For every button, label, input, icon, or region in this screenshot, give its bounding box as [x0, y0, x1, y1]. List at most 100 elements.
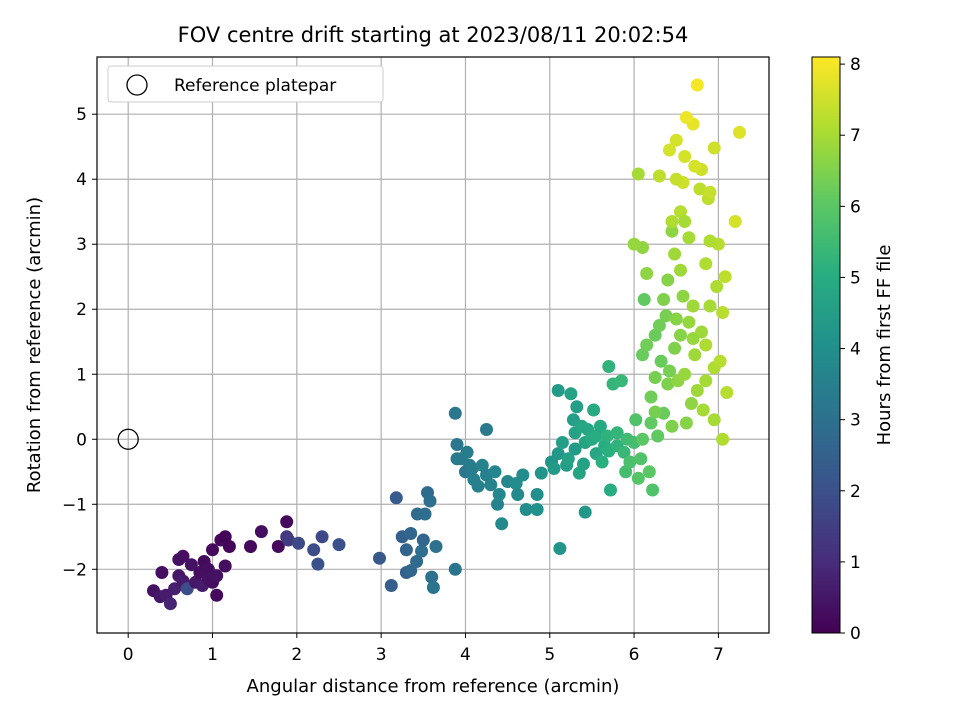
x-tick-label: 0: [123, 645, 134, 665]
data-point: [707, 413, 721, 427]
data-point: [551, 384, 565, 397]
data-point: [690, 78, 704, 92]
colorbar: 0 1 2 3 4 5 6 7 8 Hours from first FF file: [811, 55, 895, 644]
data-point: [648, 371, 662, 384]
data-point: [587, 403, 601, 417]
y-tick-label: 3: [76, 235, 87, 255]
data-point: [668, 247, 682, 261]
data-point: [555, 436, 569, 449]
data-point: [519, 503, 533, 516]
y-tick-label: 5: [76, 105, 87, 125]
data-point: [551, 447, 565, 461]
colorbar-frame: [811, 56, 841, 634]
data-point: [495, 517, 509, 531]
legend-label-reference: Reference platepar: [174, 76, 336, 96]
data-point: [693, 182, 707, 196]
data-point: [448, 406, 462, 420]
data-point: [530, 503, 544, 516]
data-point: [733, 125, 746, 139]
axis-ticks: 0 1 2 3 4 5 6 7 −2 −1 0 1 2 3 4 5: [62, 105, 724, 665]
data-point: [657, 293, 671, 306]
colorbar-tick-label: 4: [850, 340, 861, 360]
y-tick-label: 0: [76, 430, 87, 450]
data-point: [718, 270, 732, 284]
x-tick-label: 2: [291, 645, 302, 665]
data-point: [465, 462, 479, 475]
data-point: [218, 559, 232, 573]
y-tick-label: 1: [76, 365, 87, 385]
data-point: [530, 488, 544, 501]
data-point: [713, 354, 727, 368]
data-point: [244, 540, 257, 553]
data-point: [682, 315, 696, 329]
data-point: [448, 562, 462, 576]
data-point: [629, 413, 643, 427]
reference-marker: [117, 428, 139, 450]
data-point: [254, 525, 268, 539]
data-point: [589, 429, 603, 443]
data-point: [648, 405, 662, 419]
data-point: [280, 515, 294, 529]
colorbar-tick-label: 0: [850, 624, 861, 644]
data-point: [155, 566, 169, 579]
data-point: [644, 416, 658, 430]
data-point: [636, 348, 649, 362]
data-point: [429, 540, 443, 553]
colorbar-tick-label: 8: [850, 55, 861, 75]
data-point: [659, 309, 673, 323]
data-point: [678, 150, 692, 163]
data-point: [593, 419, 607, 433]
data-point: [637, 293, 651, 306]
data-point: [176, 549, 190, 563]
data-point: [617, 445, 631, 459]
data-point: [716, 432, 730, 446]
data-point: [426, 581, 440, 594]
data-point: [384, 579, 398, 592]
data-point: [678, 367, 692, 381]
data-point: [703, 234, 717, 248]
data-point: [484, 478, 498, 492]
data-point: [423, 494, 437, 508]
data-points: [117, 78, 746, 611]
data-point: [669, 172, 683, 186]
x-axis-label: Angular distance from reference (arcmin): [247, 676, 620, 697]
data-point: [578, 505, 592, 519]
data-point: [399, 543, 413, 557]
y-tick-label: 4: [76, 170, 87, 190]
data-point: [684, 397, 698, 410]
data-point: [674, 205, 687, 219]
data-point: [600, 429, 614, 443]
legend-marker-reference: [126, 74, 148, 96]
data-point: [634, 452, 648, 466]
data-point: [631, 167, 645, 181]
colorbar-tick-label: 6: [850, 197, 861, 217]
data-point: [674, 263, 687, 277]
data-point: [663, 364, 676, 378]
x-tick-label: 1: [207, 645, 218, 665]
data-point: [604, 483, 617, 497]
chart-title: FOV centre drift starting at 2023/08/11 …: [178, 23, 689, 47]
grid: [97, 57, 769, 633]
data-point: [669, 312, 683, 326]
data-point: [623, 455, 637, 469]
x-tick-label: 6: [629, 645, 640, 665]
data-point: [631, 471, 645, 485]
x-tick-label: 7: [713, 645, 724, 665]
data-point: [652, 169, 666, 183]
data-point: [416, 533, 430, 547]
data-point: [699, 338, 713, 352]
data-point: [168, 582, 182, 596]
colorbar-ticks: 0 1 2 3 4 5 6 7 8: [840, 55, 861, 644]
colorbar-tick-label: 7: [850, 126, 861, 146]
data-point: [665, 215, 679, 228]
data-point: [651, 429, 665, 443]
data-point: [640, 267, 654, 280]
data-point: [648, 328, 662, 342]
data-point: [686, 332, 700, 345]
data-point: [271, 540, 285, 553]
data-point: [311, 557, 325, 571]
data-point: [564, 387, 578, 401]
data-point: [410, 555, 424, 568]
data-point: [475, 458, 489, 472]
data-point: [646, 483, 660, 497]
